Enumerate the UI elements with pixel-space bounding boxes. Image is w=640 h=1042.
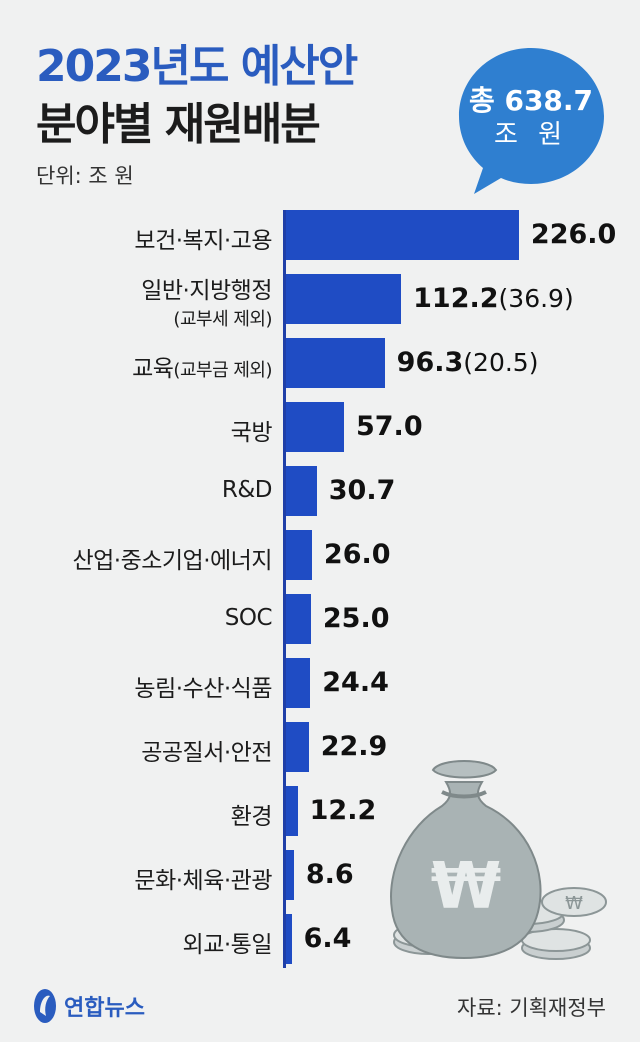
value-label: 8.6	[305, 859, 354, 890]
category-label: SOC	[224, 605, 273, 631]
total-badge-amount: 총 638.7	[468, 84, 594, 117]
value-label: 96.3(20.5)	[396, 347, 539, 378]
logo-text: 연합뉴스	[64, 996, 145, 1021]
yonhap-logo: 연합뉴스	[32, 986, 145, 1026]
value-label: 12.2	[309, 795, 377, 826]
speech-bubble-icon	[459, 48, 604, 194]
value-label: 57.0	[355, 411, 423, 442]
category-label-text: 문화·체육·관광	[134, 868, 272, 894]
chart-title-line2: 분야별 재원배분	[36, 99, 321, 150]
value-label: 22.9	[320, 731, 388, 762]
money-bag-icon: ₩ ₩ ₩	[390, 760, 607, 960]
category-label-text: 교육(교부금 제외)	[132, 356, 272, 382]
bar	[285, 530, 312, 580]
total-badge-unit: 조 원	[493, 120, 569, 150]
value-label: 26.0	[323, 539, 391, 570]
bar	[285, 402, 344, 452]
category-sublabel: (교부세 제외)	[173, 309, 272, 330]
category-label-text: 환경	[230, 804, 273, 830]
source-label: 자료: 기획재정부	[457, 996, 606, 1020]
category-label-text: 산업·중소기업·에너지	[72, 548, 272, 574]
category-label-text: R&D	[221, 477, 273, 503]
bar	[285, 594, 311, 644]
chart-axis	[283, 210, 286, 968]
category-label: 보건·복지·고용	[134, 221, 272, 255]
unit-label: 단위: 조 원	[36, 164, 134, 188]
bar	[285, 658, 311, 708]
value-label: 226.0	[530, 219, 617, 250]
value-paren-label: (36.9)	[498, 284, 574, 313]
yonhap-logo-icon	[34, 989, 56, 1023]
value-label: 112.2(36.9)	[413, 283, 574, 314]
value-paren-label: (20.5)	[463, 348, 539, 377]
bar	[285, 786, 298, 836]
category-label-text: 외교·통일	[182, 932, 273, 958]
bar	[285, 722, 309, 772]
value-label: 30.7	[328, 475, 396, 506]
bar	[285, 466, 317, 516]
category-label-text: 국방	[230, 420, 273, 446]
svg-text:₩: ₩	[565, 893, 583, 914]
category-sublabel: (교부금 제외)	[173, 360, 272, 381]
category-label: R&D	[221, 477, 273, 503]
category-label-text: 공공질서·안전	[141, 740, 272, 766]
total-badge: 총 638.7 조 원	[458, 44, 616, 202]
category-label-text: SOC	[224, 605, 273, 631]
value-label: 25.0	[322, 603, 390, 634]
category-label: 국방	[230, 413, 273, 447]
bar	[285, 210, 519, 260]
category-label: 교육(교부금 제외)	[132, 349, 272, 383]
category-label-text: 보건·복지·고용	[134, 228, 272, 254]
value-label: 24.4	[322, 667, 389, 698]
category-label: 농림·수산·식품	[134, 669, 272, 703]
category-label: 외교·통일	[182, 925, 273, 959]
bar	[285, 914, 292, 964]
bar	[285, 850, 294, 900]
bar	[285, 338, 385, 388]
bar	[285, 274, 402, 324]
category-label: 문화·체육·관광	[134, 861, 272, 895]
value-label: 6.4	[303, 923, 352, 954]
category-label: 공공질서·안전	[141, 733, 272, 767]
chart-title-line1: 2023년도 예산안	[36, 41, 358, 92]
category-label-text: 일반·지방행정	[141, 278, 272, 304]
svg-text:₩: ₩	[431, 850, 502, 924]
category-label: 산업·중소기업·에너지	[72, 541, 272, 575]
category-label-text: 농림·수산·식품	[134, 676, 272, 702]
category-label: 일반·지방행정 (교부세 제외)	[141, 271, 272, 331]
category-label: 환경	[230, 797, 273, 831]
